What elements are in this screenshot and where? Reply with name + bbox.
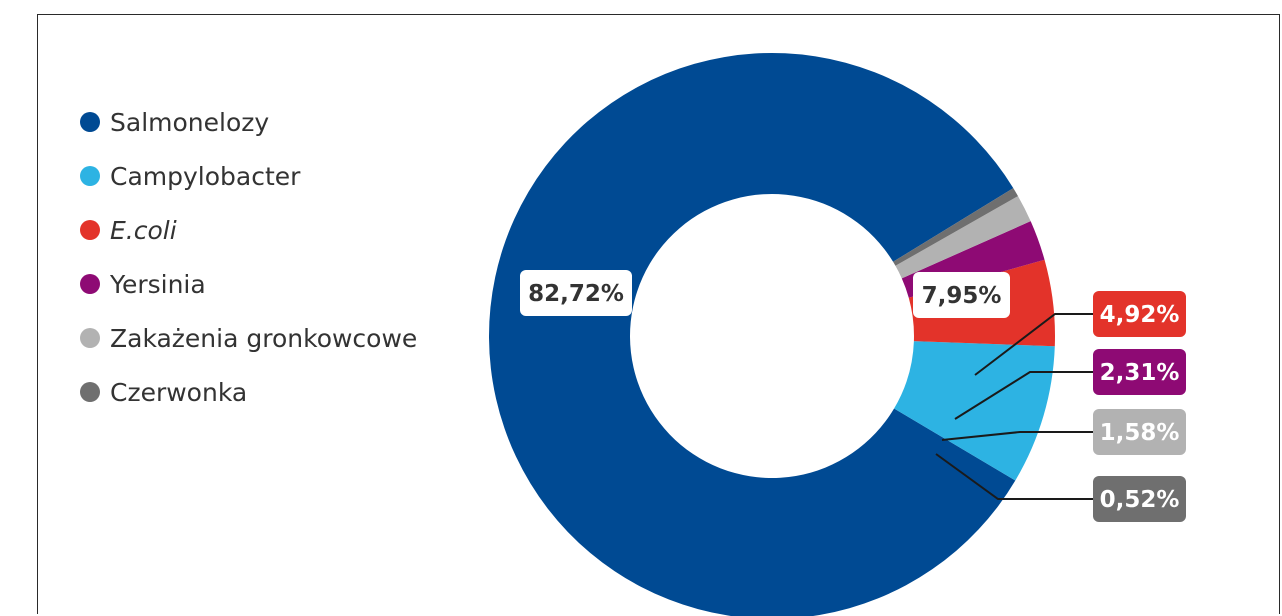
data-label-e-coli: 4,92% — [1093, 291, 1186, 337]
data-label-text: 82,72% — [528, 281, 624, 307]
data-label-box — [913, 272, 1010, 318]
data-label-text: 0,52% — [1100, 487, 1180, 513]
legend-label: E.coli — [110, 215, 177, 245]
legend-swatch — [80, 166, 100, 186]
legend-swatch — [80, 328, 100, 348]
data-label-yersinia: 2,31% — [1093, 349, 1186, 395]
data-label-box — [1093, 476, 1186, 522]
legend-label: Czerwonka — [110, 377, 248, 407]
data-label-box — [1093, 291, 1186, 337]
data-label-box — [1093, 409, 1186, 455]
legend-item-yersinia: Yersinia — [80, 257, 417, 311]
legend-swatch — [80, 382, 100, 402]
data-label-campylobacter: 7,95% — [913, 272, 1010, 318]
data-label-text: 4,92% — [1100, 302, 1180, 328]
data-label-box — [520, 270, 632, 316]
legend-item-campylobacter: Campylobacter — [80, 149, 417, 203]
legend-item-ecoli: E.coli — [80, 203, 417, 257]
leader-line — [974, 313, 1093, 376]
legend-swatch — [80, 274, 100, 294]
slice-salmonelozy — [489, 53, 1016, 616]
legend-label: Yersinia — [110, 269, 206, 299]
legend-item-zakazenia-gronkowcowe: Zakażenia gronkowcowe — [80, 311, 417, 365]
data-label-text: 2,31% — [1100, 360, 1180, 386]
legend-swatch — [80, 112, 100, 132]
slice-campylobacter — [894, 341, 1055, 481]
legend-item-salmonelozy: Salmonelozy — [80, 95, 417, 149]
data-label-zaka-enia-gronkowcowe: 1,58% — [1093, 409, 1186, 455]
data-label-salmonelozy: 82,72% — [520, 270, 632, 316]
data-label-text: 7,95% — [922, 283, 1002, 309]
legend-label: Salmonelozy — [110, 107, 270, 137]
data-label-czerwonka: 0,52% — [1093, 476, 1186, 522]
leader-line — [954, 371, 1093, 420]
data-label-text: 1,58% — [1100, 420, 1180, 446]
legend-item-czerwonka: Czerwonka — [80, 365, 417, 419]
legend-swatch — [80, 220, 100, 240]
legend-label: Zakażenia gronkowcowe — [110, 323, 418, 353]
data-label-box — [1093, 349, 1186, 395]
leader-line — [935, 453, 1093, 500]
chart-legend: Salmonelozy Campylobacter E.coli Yersini… — [80, 95, 417, 419]
legend-label: Campylobacter — [110, 161, 301, 191]
slice-czerwonka — [893, 188, 1018, 266]
leader-line — [941, 431, 1093, 441]
chart-frame — [37, 14, 1280, 614]
slice-zaka-enia-gronkowcowe — [895, 196, 1031, 279]
